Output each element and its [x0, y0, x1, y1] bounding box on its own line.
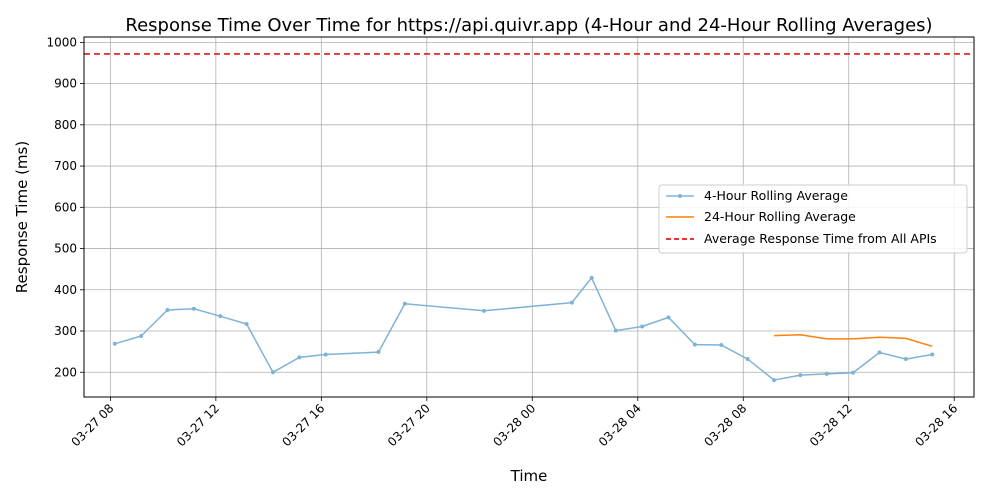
series-4h-point	[666, 315, 671, 320]
series-4h-point	[297, 355, 302, 360]
series-4h-point	[613, 328, 618, 333]
series-4h-point	[569, 300, 574, 305]
series-4h-point	[139, 333, 144, 338]
series-4h-point	[930, 352, 935, 357]
y-tick-label: 700	[54, 159, 77, 173]
series-4h-point	[772, 378, 777, 383]
series-4h-point	[165, 307, 170, 312]
series-4h-point	[745, 357, 750, 362]
series-4h-point	[589, 275, 594, 280]
y-tick-label: 400	[54, 283, 77, 297]
series-24h-line	[773, 333, 933, 348]
y-tick-label: 800	[54, 118, 77, 132]
plot-area-frame	[83, 36, 975, 398]
series-4h-point	[824, 371, 829, 376]
series-4h-point	[112, 341, 117, 346]
series-4h-point	[851, 370, 856, 375]
series-4h-point	[877, 350, 882, 355]
series-4h-point	[481, 308, 486, 313]
series-4h-point	[323, 352, 328, 357]
y-axis: 200 300 400 500 600 700 800 900 1000	[46, 35, 84, 379]
series-4h-point	[692, 342, 697, 347]
series-4h-point	[218, 314, 223, 319]
series-4h-point	[191, 306, 196, 311]
series-4h-point	[402, 301, 407, 306]
series-4h-point	[719, 343, 724, 348]
y-tick-label: 300	[54, 324, 77, 338]
series-4h-point	[270, 370, 275, 375]
y-tick-label: 1000	[46, 35, 77, 49]
y-axis-label: Response Time (ms)	[13, 141, 31, 293]
y-tick-label: 900	[54, 77, 77, 91]
series-4h-point	[376, 350, 381, 355]
legend-marker-4h	[678, 194, 682, 198]
legend-label-4h: 4-Hour Rolling Average	[704, 188, 848, 203]
series-4h-point	[640, 324, 645, 329]
legend: 4-Hour Rolling Average 24-Hour Rolling A…	[658, 184, 968, 254]
legend-box	[658, 184, 968, 254]
y-tick-label: 200	[54, 365, 77, 379]
series-4h-point	[798, 373, 803, 378]
x-axis-label: Time	[510, 467, 548, 485]
legend-label-all-apis: Average Response Time from All APIs	[704, 231, 937, 246]
y-tick-label: 600	[54, 200, 77, 214]
y-tick-label: 500	[54, 242, 77, 256]
chart-title: Response Time Over Time for https://api.…	[125, 15, 932, 36]
series-layer	[84, 53, 974, 383]
series-4h-point	[903, 357, 908, 362]
legend-label-24h: 24-Hour Rolling Average	[704, 209, 856, 224]
series-4h-point	[244, 322, 249, 327]
grid	[84, 37, 974, 397]
